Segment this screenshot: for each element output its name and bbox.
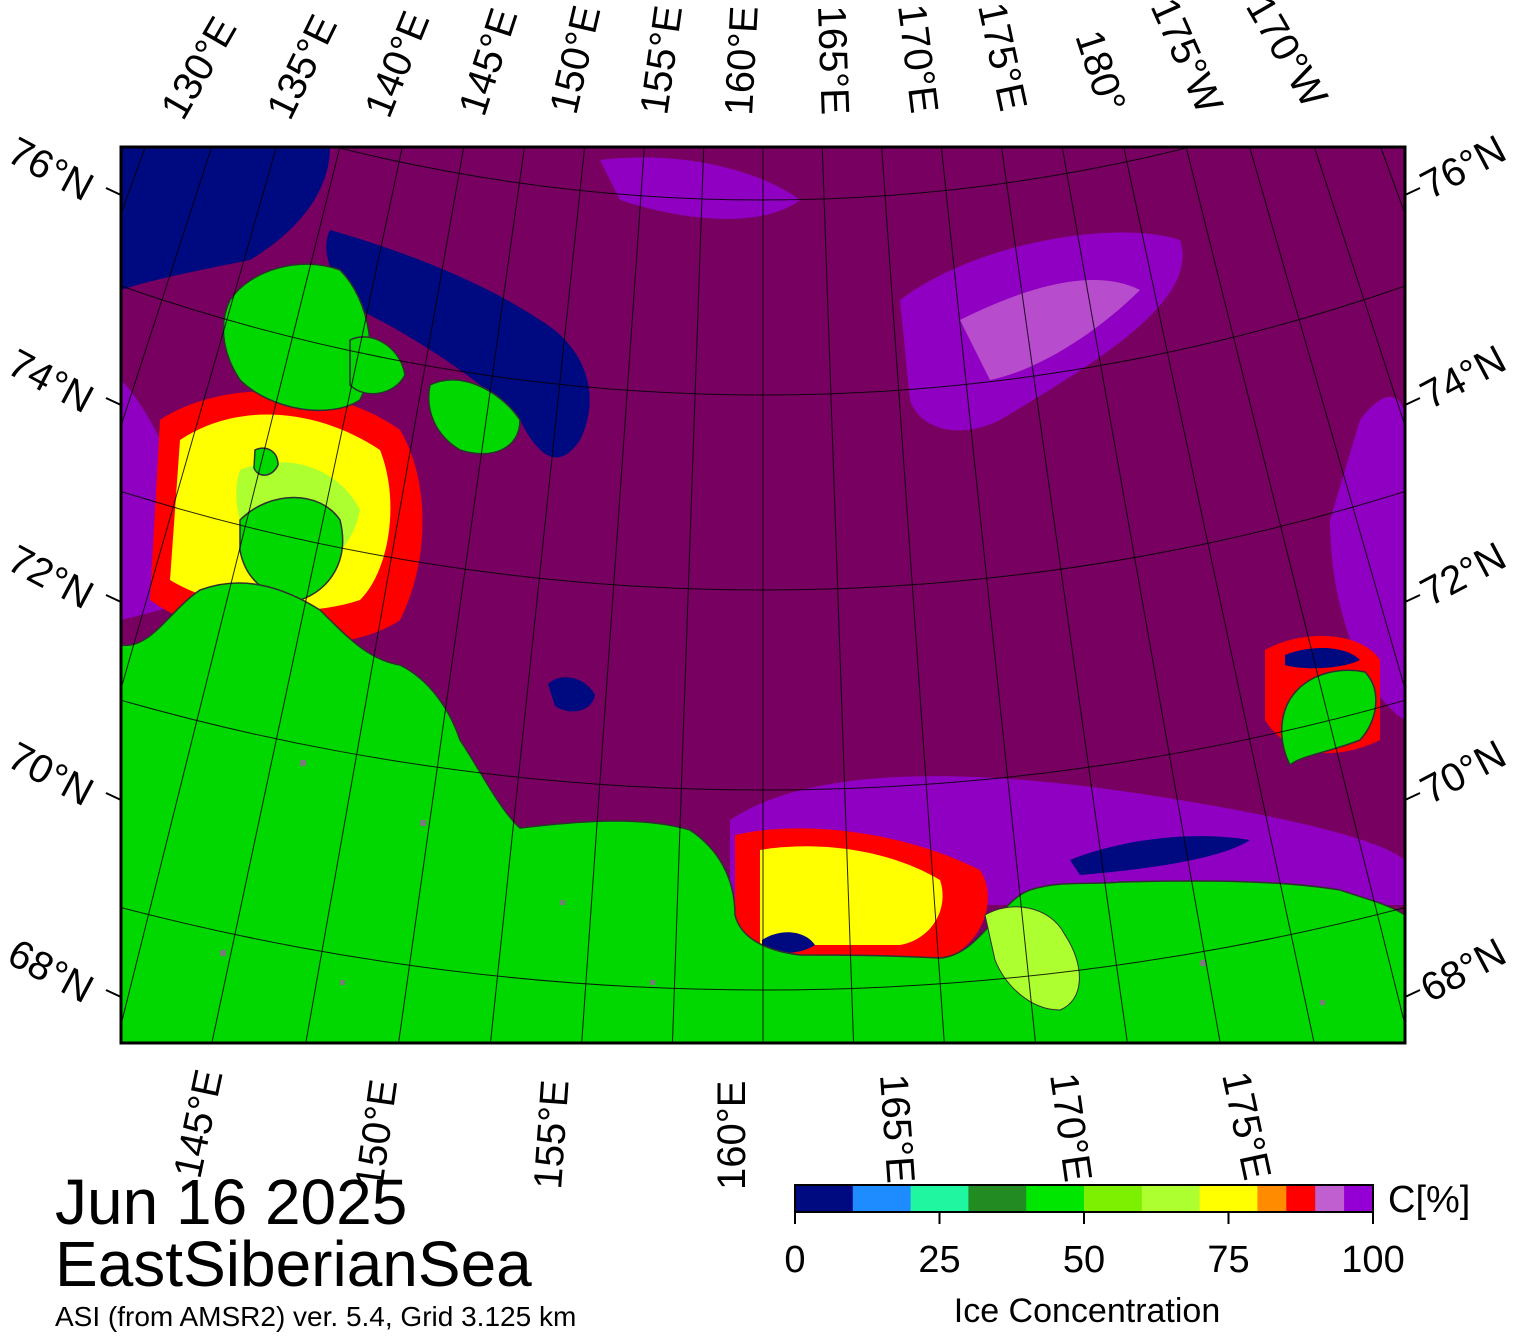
land-grey-speckle	[220, 760, 1325, 1005]
date-title: Jun 16 2025	[55, 1166, 408, 1238]
lon-label-top: 175°E	[969, 0, 1035, 115]
lon-label-top: 175°W	[1142, 0, 1231, 120]
lat-label-left: 74°N	[1, 341, 101, 422]
lat-label-left: 76°N	[1, 129, 101, 210]
lon-label-top: 150°E	[542, 2, 609, 119]
colorbar-swatch	[1315, 1185, 1345, 1212]
colorbar-swatch	[852, 1185, 912, 1212]
lon-label-bottom: 170°E	[1041, 1070, 1100, 1184]
longitude-line	[671, 147, 705, 1043]
longitude-line	[305, 147, 465, 1043]
colorbar-swatch	[1141, 1185, 1201, 1212]
colorbar-swatch	[1344, 1185, 1374, 1212]
lon-label-bottom: 145°E	[166, 1066, 232, 1182]
lon-labels-top: 130°E 135°E 140°E 145°E 150°E 155°E 160°…	[153, 0, 1336, 127]
longitude-line	[0, 0, 12, 834]
longitude-line	[1185, 147, 1405, 1027]
longitude-line	[121, 147, 341, 1027]
longitude-line	[881, 147, 945, 1043]
lat-labels-left: 76°N 74°N 72°N 70°N 68°N	[1, 129, 101, 1012]
longitude-line	[211, 147, 403, 1043]
colorbar-tick-label: 25	[918, 1239, 960, 1281]
dense-ice	[121, 147, 1360, 953]
longitude-line	[940, 147, 1037, 1043]
colorbar-swatch	[795, 1185, 854, 1212]
lat-label-left: 72°N	[1, 537, 101, 618]
chaun-bay	[984, 906, 1080, 1011]
lon-label-bottom: 165°E	[871, 1073, 923, 1185]
lon-label-top: 165°E	[809, 5, 857, 116]
colorbar-swatch	[1084, 1185, 1143, 1212]
lon-label-top: 135°E	[259, 8, 347, 126]
colorbar-ticks	[794, 1212, 1374, 1224]
colorbar-swatch	[1199, 1185, 1258, 1212]
new-siberian-islands	[222, 263, 521, 601]
colorbar-tick-label: 50	[1063, 1239, 1105, 1281]
lon-label-top: 160°E	[717, 5, 767, 117]
lat-label-left: 70°N	[1, 734, 101, 815]
longitude-line	[1514, 0, 1527, 834]
colorbar-tick-label: 100	[1341, 1239, 1404, 1281]
lon-label-bottom: 175°E	[1213, 1068, 1279, 1184]
lat-label-right: 72°N	[1414, 534, 1514, 615]
lat-label-right: 70°N	[1414, 732, 1514, 813]
lat-label-right: 68°N	[1414, 930, 1514, 1011]
lon-label-top: 180°	[1066, 25, 1133, 117]
lon-label-bottom: 160°E	[710, 1081, 754, 1190]
region-title: EastSiberianSea	[55, 1228, 532, 1300]
longitude-line	[489, 147, 586, 1043]
lat-label-left: 68°N	[1, 931, 101, 1012]
longitude-line	[1061, 147, 1221, 1043]
lat-labels-right: 76°N 74°N 72°N 70°N 68°N	[1414, 127, 1514, 1011]
colorbar-swatch	[1286, 1185, 1316, 1212]
longitude-line	[1000, 147, 1128, 1043]
map-area	[0, 0, 1527, 1043]
lat-label-right: 74°N	[1414, 337, 1514, 418]
longitude-line	[1123, 147, 1315, 1043]
colorbar: 0 25 50 75 100 C[%] Ice Concentration	[784, 1179, 1470, 1330]
siberian-mainland	[121, 582, 1405, 1043]
lon-label-top: 170°E	[889, 2, 946, 116]
colorbar-swatch	[1257, 1185, 1287, 1212]
colorbar-unit: C[%]	[1388, 1179, 1470, 1221]
colorbar-tick-label: 0	[784, 1239, 805, 1281]
longitude-line	[821, 147, 855, 1043]
longitude-line	[581, 147, 645, 1043]
longitude-line	[121, 147, 277, 691]
frame-ticks	[105, 187, 1421, 998]
lat-label-right: 76°N	[1414, 127, 1514, 208]
colorbar-tick-label: 75	[1207, 1239, 1249, 1281]
lon-label-top: 140°E	[357, 5, 439, 123]
longitude-line	[1249, 147, 1405, 691]
lon-label-top: 155°E	[632, 3, 691, 117]
colorbar-swatch	[1026, 1185, 1085, 1212]
colorbar-title: Ice Concentration	[954, 1292, 1221, 1330]
longitude-line	[398, 147, 526, 1043]
colorbar-swatches	[795, 1185, 1374, 1212]
map-frame	[119, 145, 1407, 1045]
source-note: ASI (from AMSR2) ver. 5.4, Grid 3.125 km	[55, 1301, 577, 1332]
colorbar-swatch	[968, 1185, 1027, 1212]
lon-label-top: 170°W	[1237, 0, 1335, 115]
lon-label-top: 130°E	[153, 10, 246, 127]
colorbar-swatch	[910, 1185, 969, 1212]
lon-label-top: 145°E	[451, 3, 527, 121]
lon-label-bottom: 155°E	[526, 1078, 578, 1190]
graticule	[0, 0, 1527, 1043]
